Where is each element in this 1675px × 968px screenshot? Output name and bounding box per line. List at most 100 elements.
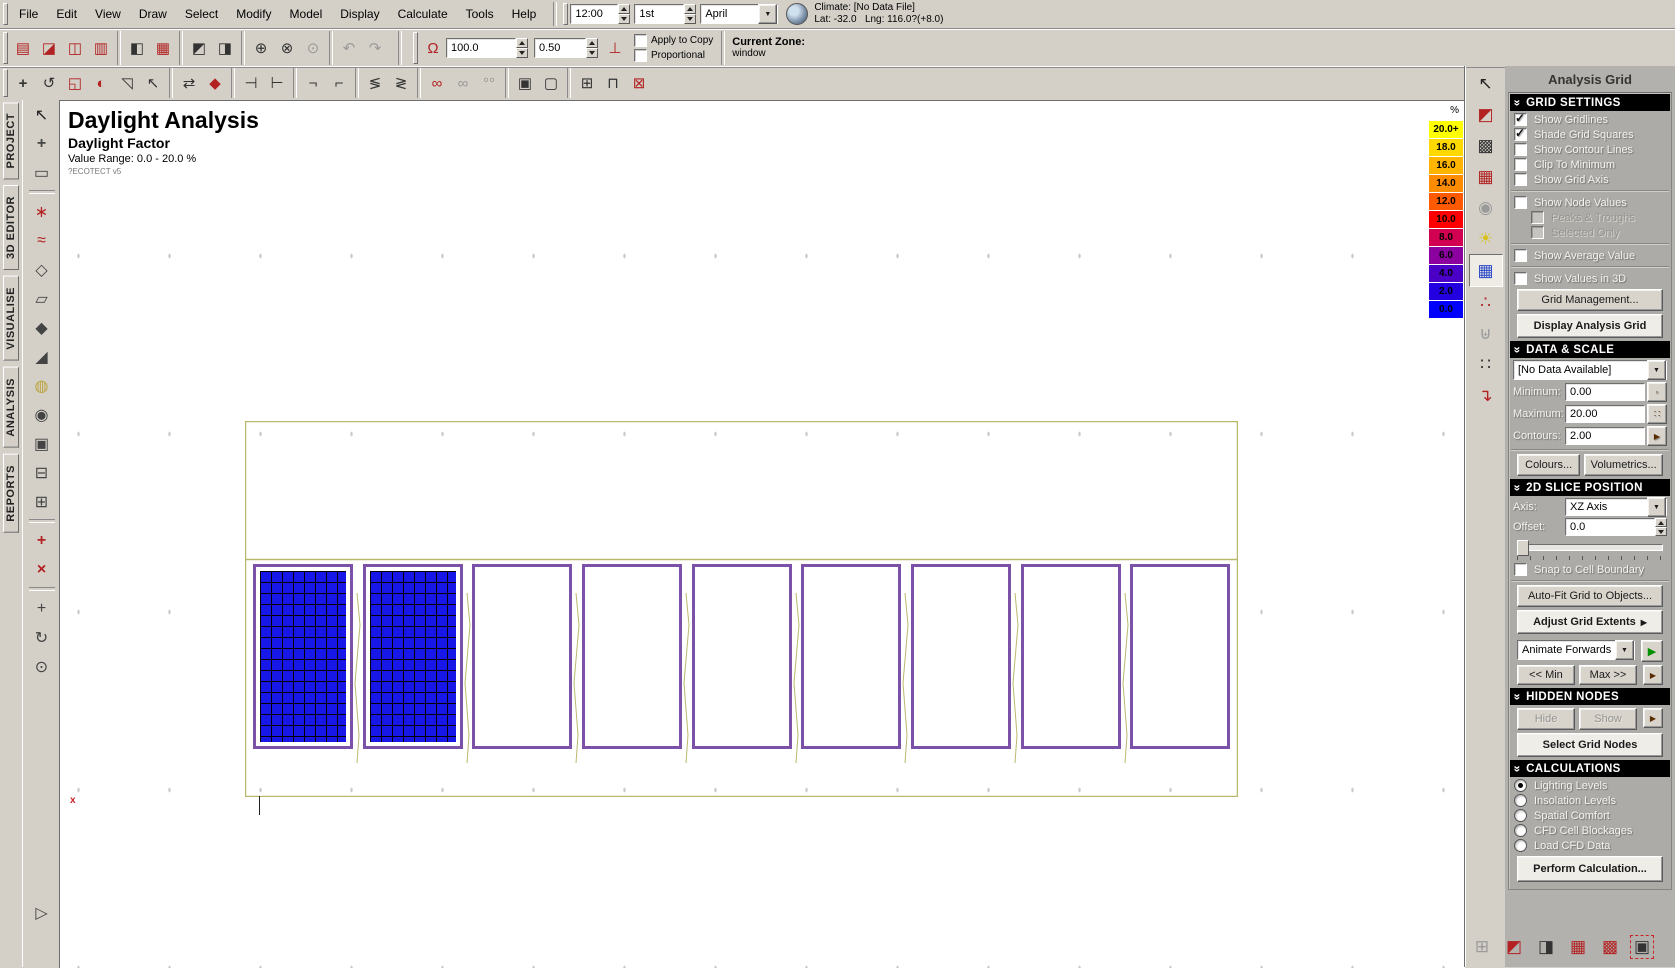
frame-open-icon[interactable] [600,71,626,95]
nudge-icon[interactable] [176,71,202,95]
cfd-cell-blockages-radio[interactable] [1514,824,1527,837]
redo-icon[interactable] [362,36,388,60]
solar-access-icon[interactable] [1470,161,1502,192]
group-icon[interactable] [512,71,538,95]
camera-draw-icon[interactable] [27,429,57,458]
show-grid-axis-checkbox[interactable] [1514,173,1527,186]
slice-more-icon[interactable] [1643,665,1663,685]
insolation-levels-radio[interactable] [1514,794,1527,807]
toolbar-grip[interactable] [3,3,8,25]
show-values-3d-checkbox[interactable] [1514,272,1527,285]
nodes-more-icon[interactable] [1643,708,1663,728]
section-2d-slice[interactable]: » 2D SLICE POSITION [1510,479,1670,496]
shadow-settings-icon[interactable] [1470,99,1502,130]
adjust-grid-extents-button[interactable]: Adjust Grid Extents [1517,610,1663,634]
calc-settings-icon[interactable] [274,36,300,60]
window-rect[interactable] [582,564,682,749]
animate-dropdown-icon[interactable] [1615,640,1634,660]
window-rect[interactable] [911,564,1011,749]
tab-visualise[interactable]: VISUALISE [3,276,19,362]
roof-draw-icon[interactable] [27,342,57,371]
calc-shadows-icon[interactable] [248,36,274,60]
menu-modify[interactable]: Modify [236,7,272,21]
show-contour-lines-checkbox[interactable] [1514,143,1527,156]
zone-draw-icon[interactable] [27,313,57,342]
proportional-checkbox[interactable] [634,49,647,62]
grid-management-button[interactable]: Grid Management... [1517,289,1663,311]
axis-origin-icon[interactable] [602,36,628,60]
section-grid-settings[interactable]: » GRID SETTINGS [1510,94,1670,111]
print-icon[interactable] [88,36,114,60]
axis-dropdown-icon[interactable] [1647,497,1666,517]
menu-model[interactable]: Model [289,7,323,21]
polyline-small-icon[interactable] [388,71,414,95]
tab-reports[interactable]: REPORTS [3,453,19,533]
scale-icon[interactable] [62,71,88,95]
window-rect[interactable] [1130,564,1230,749]
month-select[interactable]: April [700,4,779,24]
contours-more-icon[interactable] [1647,426,1667,446]
spatial-comfort-radio[interactable] [1514,809,1527,822]
shade-grid-squares-checkbox[interactable] [1514,126,1527,141]
select-arrow-icon[interactable] [1470,68,1502,99]
grid-value-input[interactable]: 0.50 [534,38,586,58]
toolbar-grip[interactable] [563,3,569,25]
tab-analysis[interactable]: ANALYSIS [3,367,19,448]
menu-edit[interactable]: Edit [56,7,78,21]
menu-calculate[interactable]: Calculate [397,7,448,21]
menu-select[interactable]: Select [184,7,219,21]
window-rect[interactable] [253,564,353,749]
zoom-view-icon[interactable] [27,652,57,681]
max-button[interactable]: Max >> [1579,665,1637,685]
frame-grid-icon[interactable] [574,71,600,95]
toolbar-grip[interactable] [413,32,418,64]
visibility-icon[interactable] [1470,192,1502,223]
menu-file[interactable]: File [19,7,39,21]
menu-draw[interactable]: Draw [138,7,167,21]
zoom-extents-icon[interactable] [1468,933,1496,961]
speaker-draw-icon[interactable] [27,400,57,429]
render-model-icon[interactable] [150,36,176,60]
select-grid-nodes-button[interactable]: Select Grid Nodes [1517,733,1663,757]
transform-icon[interactable] [27,129,57,158]
polygon-draw-icon[interactable] [27,255,57,284]
polyline-large-icon[interactable] [362,71,388,95]
menu-help[interactable]: Help [511,7,537,21]
model-canvas[interactable]: Daylight Analysis Daylight Factor Value … [59,100,1465,968]
light-draw-icon[interactable] [27,371,57,400]
tab-3d-editor[interactable]: 3D EDITOR [3,185,19,271]
menu-tools[interactable]: Tools [465,7,494,21]
offset-slider[interactable] [1517,540,1663,556]
zoom-selected-icon[interactable] [1532,933,1560,961]
window-rect[interactable] [1021,564,1121,749]
frame-fill-icon[interactable] [626,71,652,95]
section-calculations[interactable]: » CALCULATIONS [1510,760,1670,777]
apply-to-copy-checkbox[interactable] [634,34,647,47]
show-node-values-checkbox[interactable] [1514,196,1527,209]
gap-start-icon[interactable] [238,71,264,95]
snap-value-stepper[interactable] [516,38,528,58]
zone-plan-icon[interactable] [212,36,238,60]
minimum-input[interactable]: 0.00 [1565,383,1645,401]
zone-extrude-icon[interactable] [186,36,212,60]
pointer-mode-icon[interactable] [140,71,166,95]
link-icon[interactable] [450,71,476,95]
window-draw-icon[interactable] [27,487,57,516]
display-analysis-grid-button[interactable]: Display Analysis Grid [1517,314,1663,338]
section-data-scale[interactable]: » DATA & SCALE [1510,341,1670,358]
window-rect[interactable] [801,564,901,749]
snap-value-input[interactable]: 100.0 [446,38,516,58]
undo-icon[interactable] [336,36,362,60]
axis-select[interactable]: XZ Axis [1565,497,1667,517]
delete-node-icon[interactable] [27,555,57,584]
window-rect[interactable] [692,564,792,749]
colours-button[interactable]: Colours... [1517,454,1581,476]
grid-value-stepper[interactable] [586,38,598,58]
select-arrow-icon[interactable] [27,100,57,129]
discard-icon[interactable] [1470,318,1502,349]
toolbar-grip[interactable] [3,69,8,97]
perform-calculation-button[interactable]: Perform Calculation... [1517,856,1663,882]
plane-draw-icon[interactable] [27,284,57,313]
fit-range-icon[interactable] [1647,404,1667,424]
autofit-grid-button[interactable]: Auto-Fit Grid to Objects... [1517,585,1663,607]
